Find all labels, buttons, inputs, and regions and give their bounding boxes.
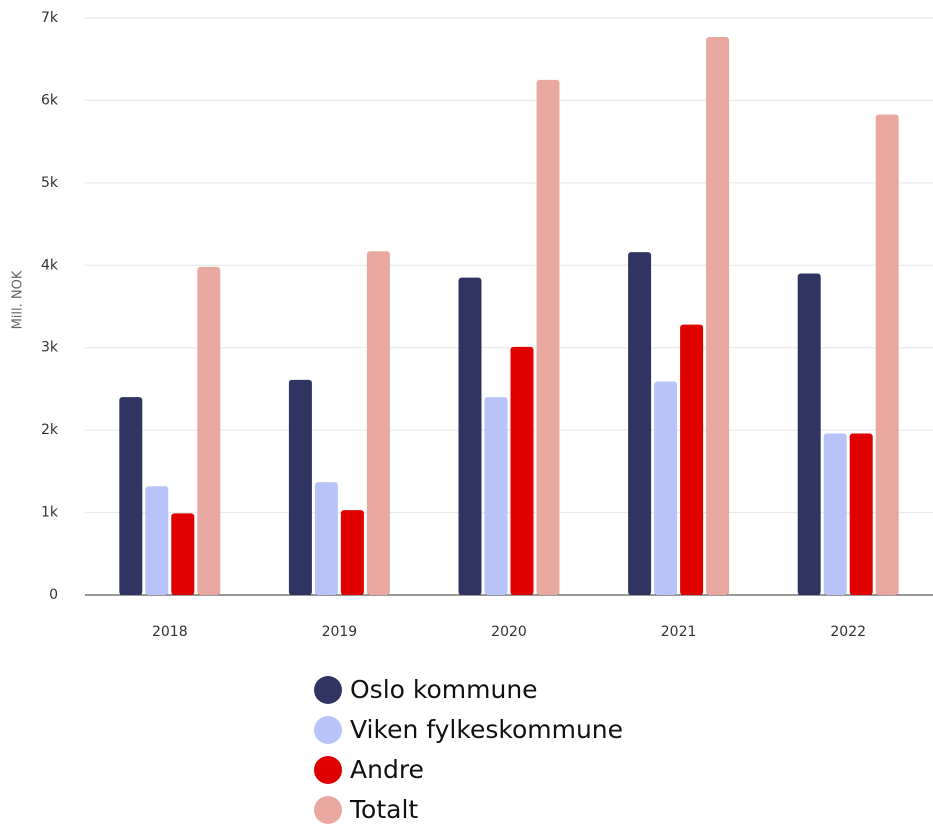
bar [340, 510, 364, 595]
y-tick-label: 5k [41, 175, 59, 191]
y-tick-label: 0 [49, 587, 58, 603]
y-tick-label: 3k [41, 340, 59, 356]
x-tick-label: 2021 [661, 624, 697, 640]
y-axis-label: Mill. NOK [11, 270, 26, 329]
y-tick-label: 2k [41, 422, 59, 438]
bar [197, 266, 221, 595]
y-tick-label: 1k [41, 505, 59, 521]
legend-label: Viken fylkeskommune [350, 715, 623, 744]
bar [145, 486, 169, 595]
bar [484, 397, 508, 595]
legend-swatch [314, 716, 342, 744]
bar [458, 277, 482, 595]
legend-swatch [314, 756, 342, 784]
bar [288, 379, 312, 595]
x-tick-label: 2022 [830, 624, 866, 640]
bar [314, 482, 338, 595]
x-tick-label: 2020 [491, 624, 527, 640]
legend-label: Totalt [349, 795, 418, 824]
bar [706, 36, 730, 596]
bar [654, 381, 678, 595]
bar [119, 397, 143, 595]
bar [849, 433, 873, 595]
legend-swatch [314, 796, 342, 824]
bar [536, 79, 560, 596]
bar [875, 114, 899, 595]
y-tick-label: 4k [41, 257, 59, 273]
legend-label: Andre [350, 755, 424, 784]
legend-label: Oslo kommune [350, 675, 538, 704]
x-tick-label: 2019 [322, 624, 358, 640]
bar [510, 346, 534, 595]
bar [680, 324, 704, 595]
bar [366, 251, 390, 595]
y-tick-label: 6k [41, 92, 59, 108]
bar [823, 433, 847, 595]
y-tick-label: 7k [41, 10, 59, 26]
bar [628, 252, 652, 595]
bar [797, 273, 821, 595]
legend-swatch [314, 676, 342, 704]
x-tick-label: 2018 [152, 624, 188, 640]
bar [171, 513, 195, 595]
